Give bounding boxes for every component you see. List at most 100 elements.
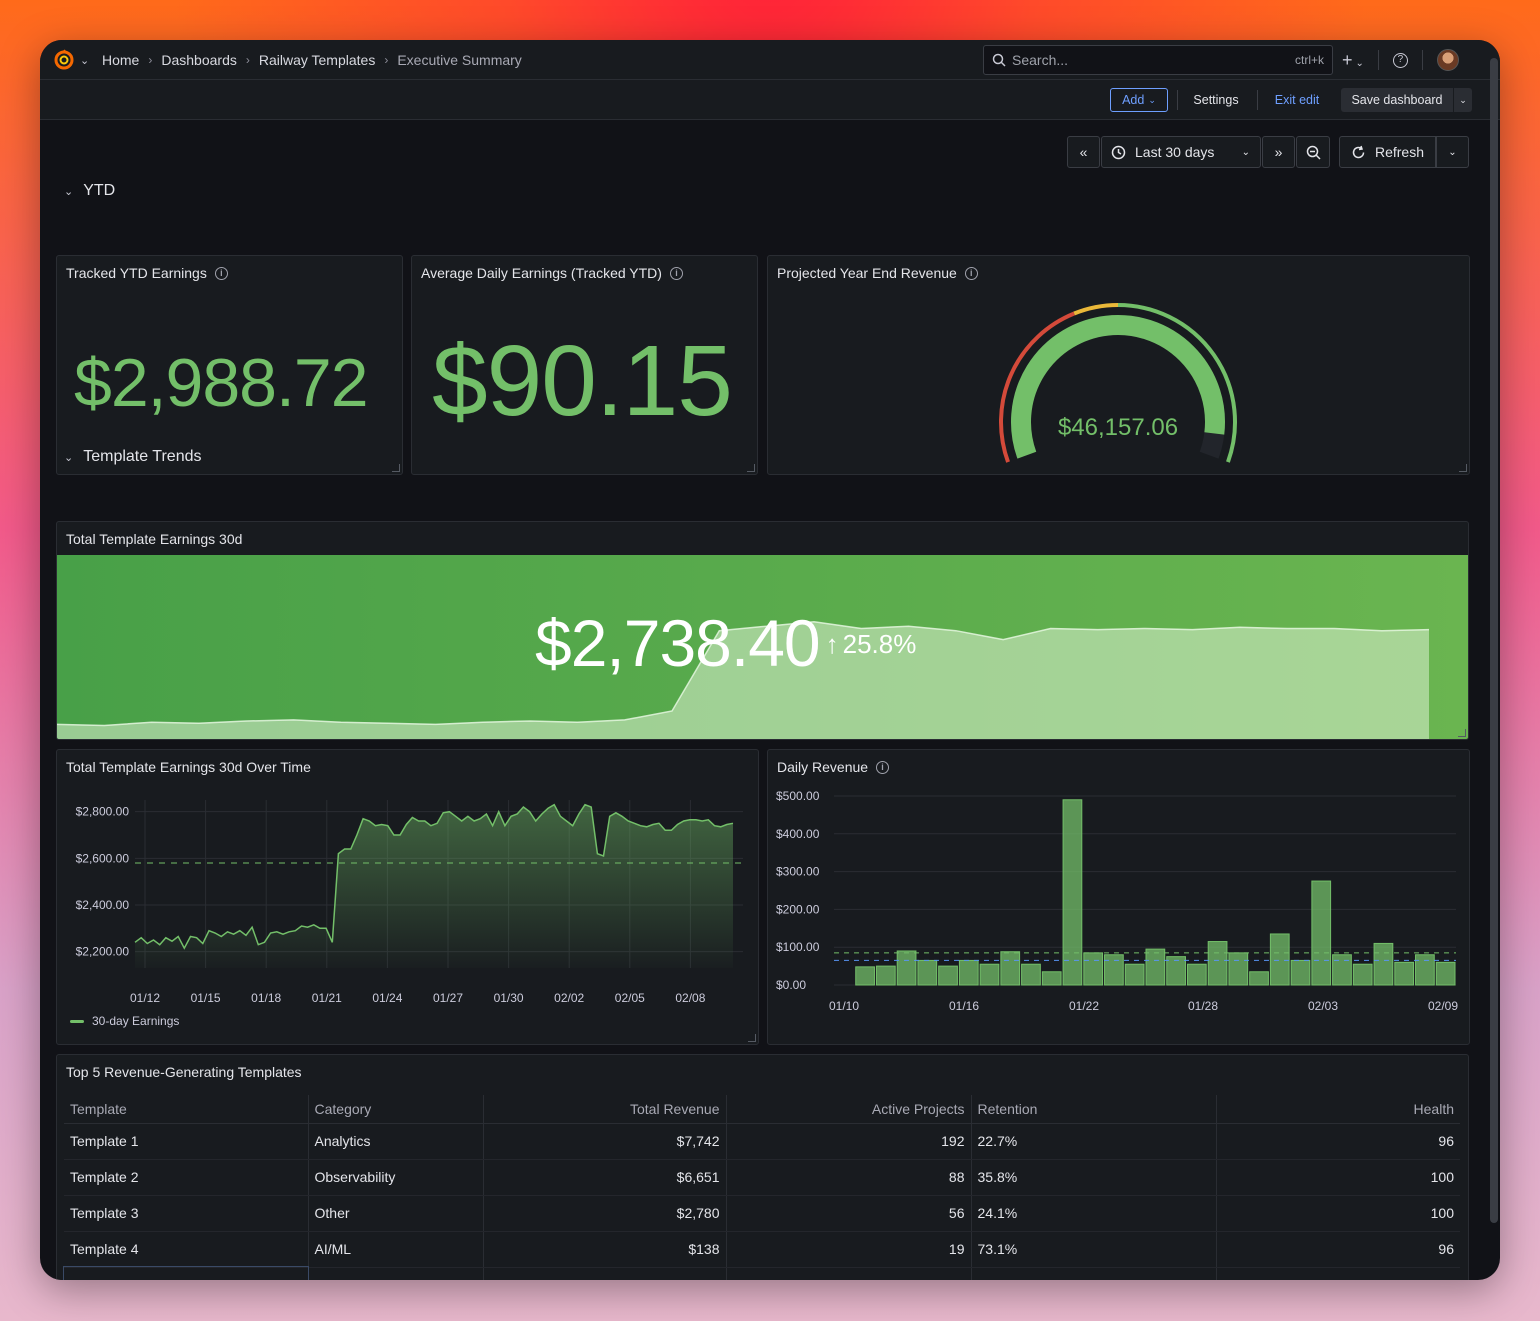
search-input[interactable]: Search... ctrl+k [983, 45, 1333, 75]
new-plus-icon[interactable]: + ⌄ [1342, 49, 1364, 70]
bar [1228, 952, 1249, 986]
panel-title: Projected Year End Revenue i [777, 265, 978, 281]
table-cell: Other [308, 1195, 484, 1232]
stat-block: $2,738.40 ↑ 25.8% [535, 608, 916, 678]
grafana-logo[interactable]: ⌄ [52, 48, 92, 72]
gauge-chart [999, 303, 1237, 463]
time-range-picker[interactable]: Last 30 days ⌄ [1101, 136, 1261, 168]
search-icon [992, 53, 1006, 67]
sparkline-line [57, 621, 1430, 727]
add-button[interactable]: Add ⌄ [1110, 88, 1168, 112]
panel-title-text: Projected Year End Revenue [777, 265, 957, 281]
chart-legend[interactable]: 30-day Earnings [70, 1014, 179, 1028]
y-tick-label: $2,600.00 [76, 851, 130, 865]
save-dashboard-button[interactable]: Save dashboard [1341, 88, 1453, 112]
resize-handle[interactable] [747, 464, 755, 472]
panel-ytd-earnings[interactable]: Tracked YTD Earnings i $2,988.72 [56, 255, 403, 475]
resize-handle[interactable] [748, 1034, 756, 1042]
table-cell: Analytics [308, 1123, 484, 1160]
help-icon[interactable]: ? [1392, 52, 1408, 68]
user-avatar[interactable] [1436, 49, 1459, 71]
templates-table: Template Category Total Revenue Active Proj… [63, 1095, 1460, 1280]
resize-handle[interactable] [1458, 729, 1466, 737]
chevron-down-icon: ⌄ [1148, 94, 1156, 105]
breadcrumb-dashboards[interactable]: Dashboards [161, 52, 237, 68]
breadcrumb-folder[interactable]: Railway Templates [258, 52, 376, 68]
settings-button[interactable]: Settings [1193, 93, 1239, 107]
panel-total-earnings-30d[interactable]: Total Template Earnings 30d $2,738.40 ↑ … [56, 521, 1469, 740]
stat-value: $2,738.40 [535, 606, 821, 680]
time-forward-icon[interactable]: » [1262, 136, 1295, 168]
table-cell: Template 5 [63, 1266, 309, 1280]
breadcrumb-home[interactable]: Home [102, 52, 140, 68]
grafana-logo-icon [54, 49, 74, 70]
y-tick-label: $400.00 [776, 827, 820, 841]
table-row[interactable]: Template 5Storage$28233.3%100 [63, 1266, 1460, 1280]
table-row[interactable]: Template 4 AI/ML $138 19 73.1% 96 [64, 1231, 1460, 1268]
dashboard-content: « Last 30 days ⌄ » Refresh ⌄ ⌄ YTD Track… [40, 120, 1500, 1280]
column-header[interactable]: Health [1216, 1095, 1460, 1124]
series-line [134, 803, 734, 950]
bar [938, 965, 958, 986]
gauge-threshold-red [999, 311, 1075, 463]
gauge-value: $46,157.06 [1057, 414, 1179, 441]
panel-title-text: Top 5 Revenue-Generating Templates [66, 1064, 302, 1080]
chevron-down-icon: ⌄ [64, 185, 74, 198]
y-tick-label: $2,200.00 [76, 945, 130, 959]
table-row[interactable]: Template 2 Observability $6,651 88 35.8% 100 [64, 1159, 1460, 1196]
zoom-out-icon[interactable] [1296, 136, 1330, 168]
refresh-button[interactable]: Refresh [1339, 136, 1436, 168]
dashboard-toolbar: Add ⌄ Settings Exit edit Save dashboard ⌄ [40, 80, 1500, 120]
table-cell: $28 [483, 1267, 727, 1280]
bar [1166, 956, 1186, 986]
panel-title-text: Average Daily Earnings (Tracked YTD) [421, 265, 662, 281]
column-header[interactable]: Active Projects [726, 1095, 972, 1124]
table-cell: 22.7% [971, 1123, 1217, 1160]
row-trends-header[interactable]: ⌄ Template Trends [64, 448, 202, 466]
row-ytd-header[interactable]: ⌄ YTD [64, 182, 115, 200]
column-header[interactable]: Template [64, 1095, 309, 1124]
row-ytd-title: YTD [83, 182, 116, 199]
chevron-right-icon: › [384, 53, 389, 67]
info-icon[interactable]: i [214, 266, 228, 280]
panel-avg-daily-earnings[interactable]: Average Daily Earnings (Tracked YTD) i $9… [411, 255, 758, 475]
table-cell: Observability [308, 1159, 484, 1196]
x-tick-label: 01/12 [130, 991, 160, 1005]
table-cell: 100 [1216, 1267, 1460, 1280]
search-placeholder: Search... [1012, 52, 1069, 68]
info-icon[interactable]: i [964, 266, 978, 280]
table-row[interactable]: Template 3 Other $2,780 56 24.1% 100 [64, 1195, 1460, 1232]
panel-title-text: Total Template Earnings 30d [66, 531, 243, 547]
exit-edit-button[interactable]: Exit edit [1274, 93, 1320, 107]
panel-daily-revenue[interactable]: Daily Revenue i $0.00 $100.00 $200.00 $300.0… [767, 749, 1470, 1045]
refresh-interval-chevron-icon[interactable]: ⌄ [1436, 136, 1469, 168]
resize-handle[interactable] [1459, 464, 1467, 472]
column-header[interactable]: Retention [971, 1095, 1217, 1124]
panel-title: Total Template Earnings 30d Over Time [66, 759, 311, 775]
panel-projected-revenue[interactable]: Projected Year End Revenue i $46,157.06 [767, 255, 1470, 475]
table-cell: 100 [1216, 1195, 1460, 1232]
time-back-icon[interactable]: « [1067, 136, 1100, 168]
top-nav-bar: ⌄ Home › Dashboards › Railway Templates … [40, 40, 1500, 80]
panel-earnings-over-time[interactable]: Total Template Earnings 30d Over Time $2… [56, 749, 759, 1045]
panel-title-text: Tracked YTD Earnings [66, 265, 207, 281]
info-icon[interactable]: i [669, 266, 683, 280]
scrollbar[interactable] [1490, 58, 1498, 1223]
save-options-chevron-icon[interactable]: ⌄ [1454, 88, 1472, 112]
table-cell: 96 [1216, 1231, 1460, 1268]
x-tick-label: 01/21 [312, 991, 342, 1005]
table-cell: $7,742 [483, 1123, 727, 1160]
table-cell: 192 [726, 1123, 972, 1160]
panel-title: Total Template Earnings 30d [66, 531, 242, 547]
panel-top5-templates[interactable]: Top 5 Revenue-Generating Templates Templ… [56, 1054, 1469, 1280]
x-tick-label: 02/03 [1308, 999, 1338, 1013]
x-tick-label: 01/15 [191, 991, 221, 1005]
breadcrumb-current: Executive Summary [397, 52, 522, 68]
resize-handle[interactable] [392, 464, 400, 472]
info-icon[interactable]: i [876, 760, 890, 774]
column-header[interactable]: Category [308, 1095, 484, 1124]
table-row[interactable]: Template 1 Analytics $7,742 192 22.7% 96 [64, 1123, 1460, 1160]
bar [1145, 948, 1166, 986]
column-header[interactable]: Total Revenue [483, 1095, 727, 1124]
table-cell: 100 [1216, 1159, 1460, 1196]
